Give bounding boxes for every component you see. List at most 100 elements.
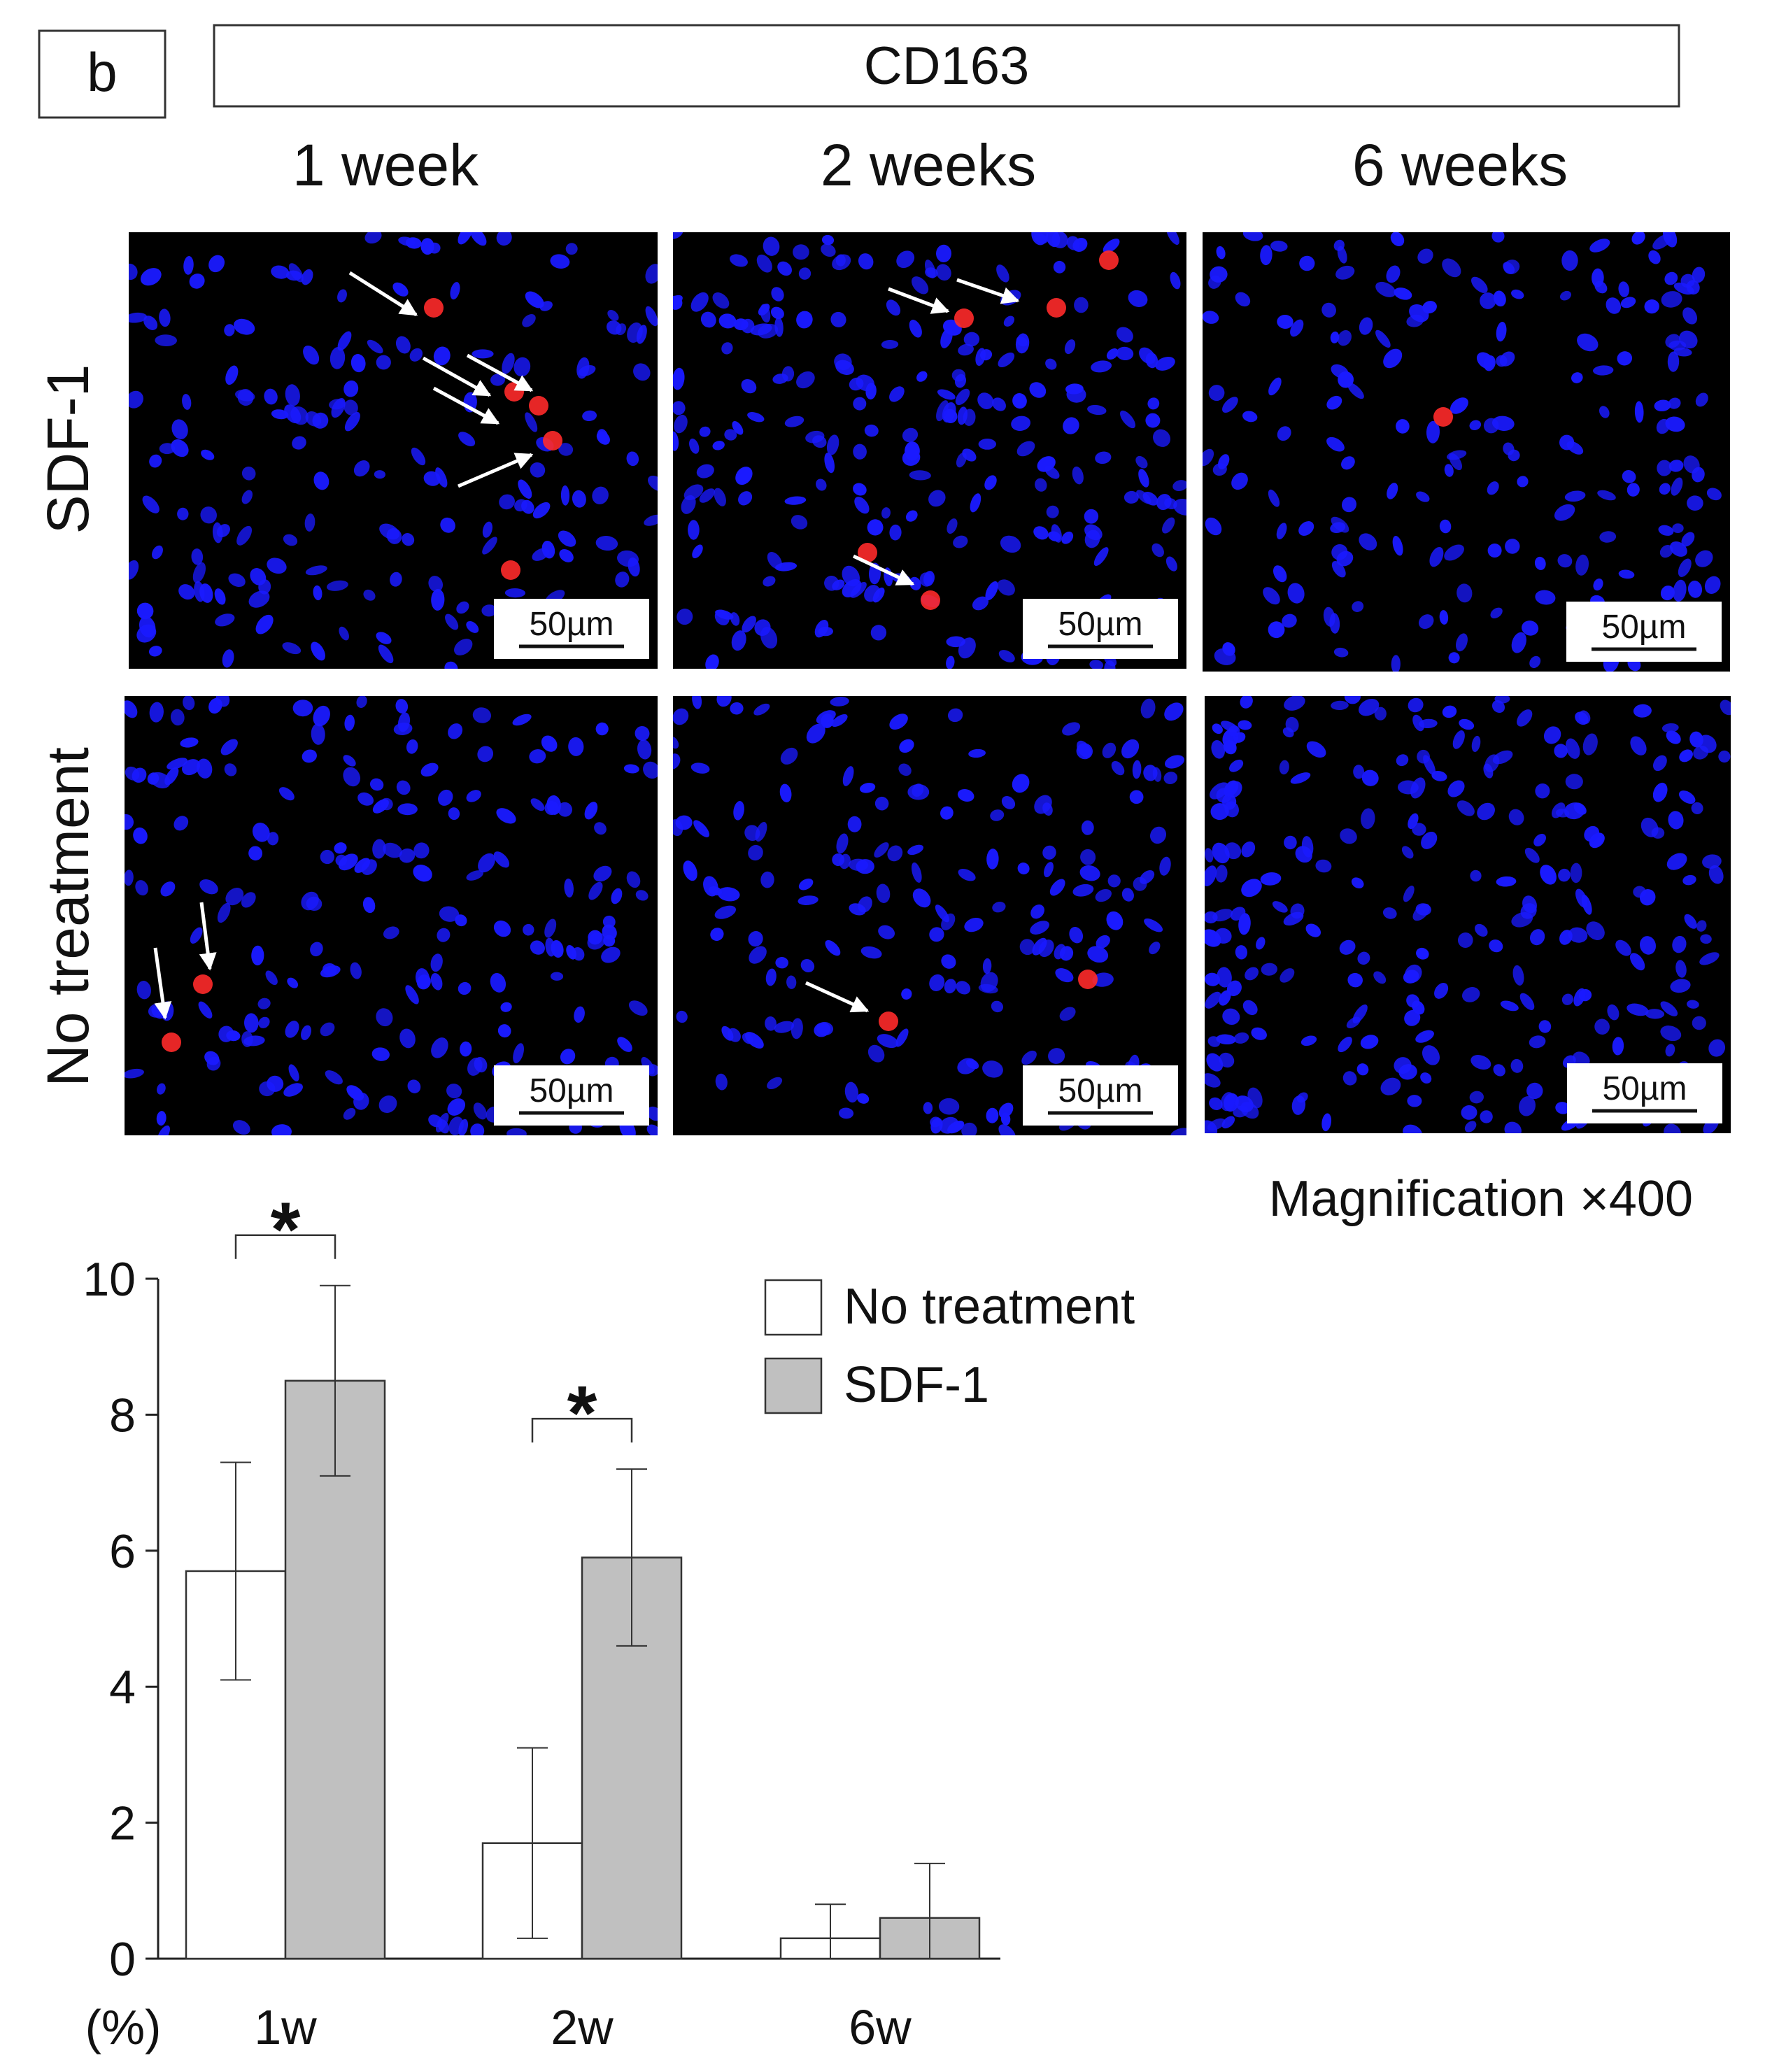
nucleus bbox=[454, 639, 473, 655]
nucleus bbox=[944, 979, 957, 994]
nucleus bbox=[742, 1033, 753, 1044]
nucleus bbox=[199, 879, 218, 895]
nucleus bbox=[628, 1000, 648, 1016]
nucleus bbox=[601, 946, 621, 963]
nucleus bbox=[343, 380, 359, 397]
nucleus bbox=[849, 377, 864, 391]
nucleus bbox=[171, 419, 188, 439]
nucleus bbox=[763, 236, 780, 256]
nucleus bbox=[930, 1116, 942, 1128]
nucleus bbox=[448, 807, 460, 821]
nucleus bbox=[1489, 939, 1503, 953]
nucleus bbox=[748, 844, 763, 861]
nucleus bbox=[572, 490, 586, 508]
nucleus bbox=[878, 925, 895, 939]
nucleus bbox=[343, 755, 356, 767]
significance-marker: * bbox=[567, 1370, 597, 1456]
nucleus bbox=[997, 579, 1015, 596]
nucleus bbox=[1667, 351, 1680, 372]
nucleus bbox=[1456, 583, 1473, 603]
nucleus bbox=[1439, 519, 1452, 534]
nucleus bbox=[320, 1022, 335, 1037]
nucleus bbox=[1000, 535, 1021, 553]
nucleus bbox=[1341, 497, 1357, 513]
nucleus bbox=[1219, 1052, 1235, 1068]
nucleus bbox=[1551, 802, 1566, 818]
nucleus bbox=[774, 562, 798, 572]
nucleus bbox=[129, 312, 148, 323]
nucleus bbox=[1012, 393, 1027, 409]
nucleus bbox=[1012, 774, 1030, 793]
nucleus bbox=[1448, 652, 1460, 664]
nucleus bbox=[602, 924, 617, 940]
nucleus bbox=[647, 475, 658, 492]
nucleus bbox=[1380, 1077, 1401, 1095]
nucleus bbox=[399, 1028, 416, 1049]
nucleus bbox=[765, 968, 777, 986]
nucleus bbox=[1223, 739, 1237, 755]
nucleus bbox=[1570, 863, 1582, 884]
nucleus bbox=[941, 954, 956, 969]
nucleus bbox=[409, 348, 423, 362]
nucleus bbox=[1431, 770, 1447, 781]
nucleus bbox=[935, 244, 952, 262]
nucleus bbox=[1121, 739, 1140, 759]
scale-bar: 50µm bbox=[1566, 602, 1722, 662]
nucleus bbox=[1410, 777, 1426, 799]
nucleus bbox=[558, 530, 576, 547]
nucleus bbox=[218, 1026, 234, 1042]
nucleus bbox=[1212, 723, 1223, 735]
nucleus bbox=[998, 650, 1015, 662]
nucleus bbox=[228, 573, 246, 588]
nucleus bbox=[1136, 490, 1151, 504]
nucleus bbox=[1087, 404, 1107, 416]
nucleus bbox=[1220, 1092, 1235, 1112]
nucleus bbox=[1351, 877, 1364, 889]
nucleus bbox=[779, 783, 792, 802]
nucleus bbox=[864, 585, 880, 602]
nucleus bbox=[774, 317, 784, 337]
nucleus bbox=[673, 367, 685, 390]
nucleus bbox=[420, 762, 439, 777]
nucleus bbox=[966, 1058, 979, 1070]
nucleus bbox=[937, 389, 956, 400]
nucleus bbox=[1444, 464, 1454, 477]
nucleus bbox=[1565, 774, 1583, 790]
nucleus bbox=[786, 975, 797, 989]
nucleus bbox=[1559, 290, 1572, 301]
nucleus bbox=[1496, 355, 1508, 367]
nucleus bbox=[1102, 742, 1117, 758]
nucleus bbox=[1261, 963, 1277, 976]
legend: No treatment SDF-1 bbox=[764, 1279, 1135, 1414]
nucleus bbox=[796, 371, 815, 389]
nucleus bbox=[714, 905, 737, 919]
nucleus bbox=[889, 714, 908, 730]
nucleus bbox=[1072, 466, 1084, 485]
nucleus bbox=[646, 1106, 658, 1121]
y-tick-label: 4 bbox=[109, 1661, 136, 1714]
nucleus bbox=[635, 890, 648, 901]
nucleus bbox=[765, 1016, 777, 1031]
nucleus bbox=[560, 485, 570, 506]
nucleus bbox=[1016, 441, 1035, 457]
nucleus bbox=[1095, 888, 1112, 902]
nucleus bbox=[413, 865, 432, 882]
nucleus bbox=[1657, 460, 1672, 476]
nucleus bbox=[512, 714, 532, 726]
arrow-annotation bbox=[852, 554, 915, 586]
nucleus bbox=[1128, 290, 1148, 307]
nucleus bbox=[234, 390, 255, 402]
nucleus bbox=[1461, 1105, 1477, 1120]
nucleus bbox=[1529, 1035, 1546, 1049]
nucleus bbox=[673, 232, 683, 240]
nucleus bbox=[1260, 872, 1282, 886]
nucleus bbox=[529, 749, 546, 764]
nucleus bbox=[693, 820, 710, 837]
nucleus bbox=[674, 414, 688, 434]
nucleus bbox=[255, 614, 274, 634]
nucleus bbox=[311, 723, 325, 745]
nucleus bbox=[1321, 302, 1336, 318]
nucleus bbox=[939, 1116, 959, 1134]
nucleus bbox=[874, 842, 889, 858]
nucleus bbox=[1461, 987, 1480, 1002]
